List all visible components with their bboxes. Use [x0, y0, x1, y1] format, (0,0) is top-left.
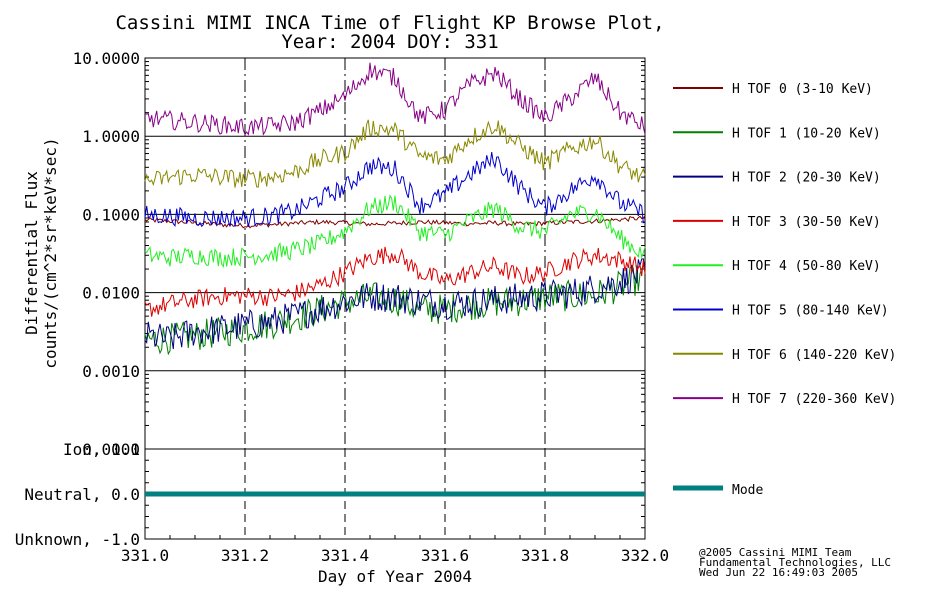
- y-axis-units: counts/(cm^2*sr*keV*sec): [41, 137, 60, 368]
- legend-label-mode: Mode: [732, 483, 763, 498]
- legend-label-tof-1: H TOF 1 (10-20 KeV): [732, 126, 881, 141]
- series-line-tof-7: [144, 62, 646, 136]
- flux-plot-panel: 10.0000 1.0000 0.1000 0.0100 0.0010 0.0001 Di…: [22, 49, 646, 459]
- legend-label-tof-6: H TOF 6 (140-220 KeV): [732, 348, 896, 363]
- chart-subtitle: Year: 2004 DOY: 331: [281, 31, 498, 53]
- y-tick-label-0: 10.0000: [73, 49, 140, 68]
- series-line-tof-4: [144, 194, 646, 268]
- footer-company: Fundamental Technologies, LLC: [699, 556, 891, 569]
- mode-y-tick-label-0: Ion, 1.0: [63, 440, 140, 459]
- x-tick-label-1: 331.2: [221, 546, 269, 565]
- series-line-tof-1: [144, 263, 646, 356]
- mode-y-tick-label-2: Unknown, -1.0: [15, 530, 140, 549]
- y-tick-label-1: 1.0000: [82, 127, 140, 146]
- footer-timestamp: Wed Jun 22 16:49:03 2005: [699, 566, 858, 579]
- legend-label-tof-5: H TOF 5 (80-140 KeV): [732, 304, 889, 319]
- footer: @2005 Cassini MIMI Team Fundamental Tech…: [699, 546, 891, 579]
- y-axis-label: Differential Flux: [22, 171, 41, 335]
- x-tick-label-2: 331.4: [321, 546, 369, 565]
- chart-title: Cassini MIMI INCA Time of Flight KP Brow…: [115, 12, 664, 34]
- legend-label-tof-4: H TOF 4 (50-80 KeV): [732, 259, 881, 274]
- series-line-tof-5: [144, 152, 646, 228]
- legend-label-tof-0: H TOF 0 (3-10 KeV): [732, 82, 873, 97]
- footer-copyright: @2005 Cassini MIMI Team: [699, 546, 852, 559]
- flux-y-tick-labels: 10.0000 1.0000 0.1000 0.0100 0.0010 0.0001: [73, 49, 140, 459]
- legend: H TOF 0 (3-10 KeV) H TOF 1 (10-20 KeV) H T…: [673, 82, 896, 498]
- legend-label-tof-3: H TOF 3 (30-50 KeV): [732, 215, 881, 230]
- x-tick-label-5: 332.0: [621, 546, 669, 565]
- y-tick-label-2: 0.1000: [82, 205, 140, 224]
- series-line-tof-2: [144, 258, 646, 350]
- mode-y-tick-labels: Ion, 1.0 Neutral, 0.0 Unknown, -1.0: [15, 440, 140, 549]
- y-tick-label-4: 0.0010: [82, 362, 140, 381]
- x-tick-label-0: 331.0: [121, 546, 169, 565]
- series-line-tof-0: [144, 215, 646, 229]
- mode-y-tick-label-1: Neutral, 0.0: [24, 485, 140, 504]
- legend-label-tof-7: H TOF 7 (220-360 KeV): [732, 392, 896, 407]
- legend-label-tof-2: H TOF 2 (20-30 KeV): [732, 171, 881, 186]
- x-axis-label: Day of Year 2004: [318, 567, 472, 586]
- y-tick-label-5: 0.0001: [82, 440, 140, 459]
- x-tick-label-4: 331.8: [521, 546, 569, 565]
- y-tick-label-3: 0.0100: [82, 284, 140, 303]
- x-tick-label-3: 331.6: [421, 546, 469, 565]
- series-line-tof-3: [144, 246, 646, 317]
- series-line-tof-6: [144, 119, 646, 188]
- flux-series-group: [144, 62, 646, 356]
- x-tick-labels: 331.0 331.2 331.4 331.6 331.8 332.0: [121, 546, 669, 565]
